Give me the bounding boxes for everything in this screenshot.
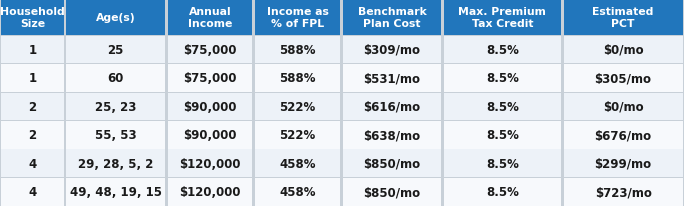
Text: 49, 48, 19, 15: 49, 48, 19, 15	[70, 185, 161, 198]
Text: 2: 2	[29, 100, 36, 113]
Bar	[66, 65, 165, 92]
Bar	[66, 122, 165, 149]
Text: 4: 4	[28, 185, 37, 198]
Text: 55, 53: 55, 53	[95, 129, 136, 142]
Bar	[168, 65, 252, 92]
Bar	[168, 178, 252, 206]
Text: $305/mo: $305/mo	[594, 72, 652, 85]
Bar	[255, 36, 340, 64]
Bar	[564, 178, 683, 206]
Bar	[1, 65, 64, 92]
Text: 8.5%: 8.5%	[486, 72, 519, 85]
Bar	[564, 93, 683, 121]
Bar	[444, 65, 561, 92]
Bar	[255, 122, 340, 149]
Text: $120,000: $120,000	[179, 185, 241, 198]
Bar	[255, 93, 340, 121]
Text: 2: 2	[29, 129, 36, 142]
Text: 4: 4	[28, 157, 37, 170]
Bar	[66, 150, 165, 177]
Text: 1: 1	[29, 72, 36, 85]
Text: $723/mo: $723/mo	[594, 185, 652, 198]
Bar	[255, 65, 340, 92]
Text: Benchmark
Plan Cost: Benchmark Plan Cost	[358, 7, 426, 29]
Bar	[564, 0, 683, 36]
Text: 588%: 588%	[279, 44, 316, 57]
Text: $0/mo: $0/mo	[603, 44, 644, 57]
Text: $309/mo: $309/mo	[363, 44, 421, 57]
Bar	[343, 0, 441, 36]
Bar	[343, 93, 441, 121]
Bar	[168, 36, 252, 64]
Bar	[255, 150, 340, 177]
Text: 588%: 588%	[279, 72, 316, 85]
Text: 1: 1	[29, 44, 36, 57]
Text: 8.5%: 8.5%	[486, 44, 519, 57]
Text: Estimated
PCT: Estimated PCT	[592, 7, 654, 29]
Text: Max. Premium
Tax Credit: Max. Premium Tax Credit	[458, 7, 547, 29]
Bar	[66, 36, 165, 64]
Bar	[343, 178, 441, 206]
Bar	[444, 0, 561, 36]
Text: 458%: 458%	[279, 157, 316, 170]
Text: $616/mo: $616/mo	[363, 100, 421, 113]
Text: 29, 28, 5, 2: 29, 28, 5, 2	[78, 157, 153, 170]
Text: 8.5%: 8.5%	[486, 100, 519, 113]
Text: $120,000: $120,000	[179, 157, 241, 170]
Bar	[255, 0, 340, 36]
Bar	[255, 178, 340, 206]
Bar	[564, 122, 683, 149]
Bar	[66, 0, 165, 36]
Text: 8.5%: 8.5%	[486, 157, 519, 170]
Text: 25, 23: 25, 23	[95, 100, 136, 113]
Bar	[343, 36, 441, 64]
Text: $676/mo: $676/mo	[594, 129, 652, 142]
Bar	[168, 0, 252, 36]
Bar	[1, 36, 64, 64]
Text: $75,000: $75,000	[183, 44, 237, 57]
Text: 458%: 458%	[279, 185, 316, 198]
Text: Age(s): Age(s)	[96, 13, 135, 23]
Bar	[1, 93, 64, 121]
Bar	[66, 93, 165, 121]
Bar	[66, 178, 165, 206]
Text: $850/mo: $850/mo	[363, 157, 421, 170]
Bar	[343, 122, 441, 149]
Text: $90,000: $90,000	[183, 100, 237, 113]
Text: $531/mo: $531/mo	[363, 72, 421, 85]
Bar	[168, 150, 252, 177]
Bar	[1, 150, 64, 177]
Text: Household
Size: Household Size	[0, 7, 65, 29]
Text: Annual
Income: Annual Income	[188, 7, 232, 29]
Bar	[564, 150, 683, 177]
Bar	[444, 178, 561, 206]
Bar	[564, 65, 683, 92]
Bar	[1, 122, 64, 149]
Text: $75,000: $75,000	[183, 72, 237, 85]
Bar	[564, 36, 683, 64]
Bar	[444, 122, 561, 149]
Bar	[444, 36, 561, 64]
Text: 8.5%: 8.5%	[486, 129, 519, 142]
Bar	[1, 0, 64, 36]
Bar	[343, 65, 441, 92]
Bar	[444, 150, 561, 177]
Text: 60: 60	[107, 72, 124, 85]
Text: 522%: 522%	[280, 129, 315, 142]
Bar	[1, 178, 64, 206]
Bar	[444, 93, 561, 121]
Text: $850/mo: $850/mo	[363, 185, 421, 198]
Text: $638/mo: $638/mo	[363, 129, 421, 142]
Text: 8.5%: 8.5%	[486, 185, 519, 198]
Text: 522%: 522%	[280, 100, 315, 113]
Bar	[343, 150, 441, 177]
Text: $0/mo: $0/mo	[603, 100, 644, 113]
Text: 25: 25	[107, 44, 124, 57]
Text: $90,000: $90,000	[183, 129, 237, 142]
Bar	[168, 122, 252, 149]
Text: Income as
% of FPL: Income as % of FPL	[267, 7, 328, 29]
Text: $299/mo: $299/mo	[594, 157, 652, 170]
Bar	[168, 93, 252, 121]
